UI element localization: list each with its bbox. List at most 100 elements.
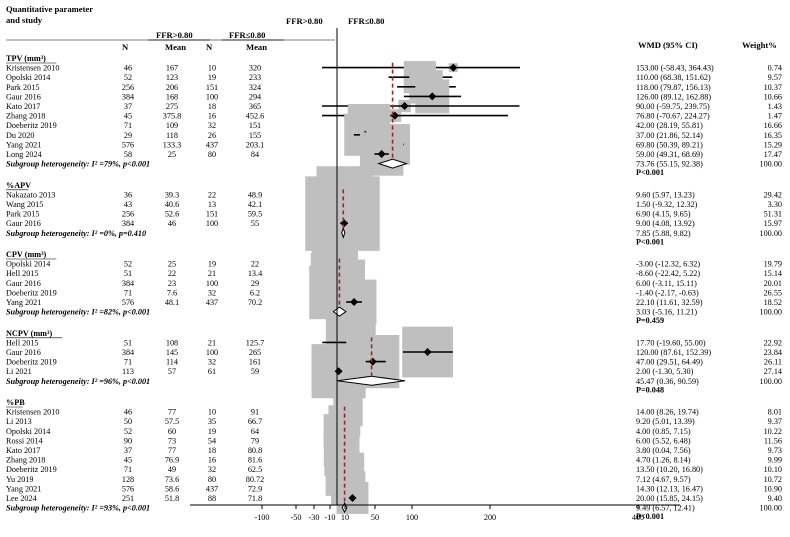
weight: 1.47 bbox=[768, 112, 782, 121]
n-left: 52 bbox=[124, 260, 132, 269]
mean-left: 58.6 bbox=[165, 484, 179, 493]
n-left: 256 bbox=[122, 210, 134, 219]
n-left: 36 bbox=[124, 190, 132, 199]
n-left: 71 bbox=[124, 358, 132, 367]
weight: 10.22 bbox=[764, 427, 782, 436]
subgroup-wmd-ci: 73.76 (55.15, 92.38) bbox=[636, 160, 703, 169]
x-axis-ticks: -100 -50 -30 -10 10 50 100 200 400 bbox=[254, 505, 644, 522]
n-right: 22 bbox=[208, 190, 216, 199]
p-value: P=0.048 bbox=[636, 385, 664, 394]
col-mean-left: Mean bbox=[165, 42, 186, 52]
study-name: Yang 2021 bbox=[6, 298, 41, 307]
mean-left: 51.8 bbox=[165, 494, 179, 503]
mean-left: 46 bbox=[168, 219, 176, 228]
mean-left: 77 bbox=[168, 408, 176, 417]
weight: 9.40 bbox=[768, 494, 782, 503]
weight: 16.66 bbox=[764, 121, 782, 130]
n-left: 50 bbox=[124, 417, 132, 426]
wmd-ci: 47.00 (29.51, 64.49) bbox=[636, 358, 703, 367]
mean-right: 55 bbox=[251, 219, 259, 228]
wmd-ci: 42.00 (28.19, 55.81) bbox=[636, 121, 703, 130]
weight: 9.99 bbox=[768, 456, 782, 465]
point-estimate bbox=[377, 150, 386, 158]
n-left: 45 bbox=[124, 112, 132, 121]
n-left: 37 bbox=[124, 446, 132, 455]
study-name: Du 2020 bbox=[6, 131, 34, 140]
study-name: Opolski 2014 bbox=[6, 427, 50, 436]
mean-left: 76.9 bbox=[165, 456, 179, 465]
weight: 29.42 bbox=[764, 190, 782, 199]
mean-right: 365 bbox=[249, 102, 261, 111]
study-name: Doeberitz 2019 bbox=[6, 121, 57, 130]
mean-right: 125.7 bbox=[246, 338, 264, 347]
subgroup-wmd-ci: 9.49 (6.57, 12.41) bbox=[636, 504, 695, 513]
group-heading: CPV (mm³) bbox=[6, 250, 47, 259]
wmd-ci: 17.70 (-19.60, 55.00) bbox=[636, 338, 706, 347]
weight: 20.01 bbox=[764, 279, 782, 288]
mean-left: 275 bbox=[166, 102, 178, 111]
n-right: 32 bbox=[208, 288, 216, 297]
wmd-ci: 1.50 (-9.32, 12.32) bbox=[636, 200, 698, 209]
mean-right: 80.8 bbox=[248, 446, 262, 455]
mean-right: 91 bbox=[251, 408, 259, 417]
wmd-ci: 9.00 (4.08, 13.92) bbox=[636, 219, 695, 228]
study-name: Park 2015 bbox=[6, 83, 39, 92]
n-left: 51 bbox=[124, 338, 132, 347]
wmd-ci: 6.90 (4.15, 9.65) bbox=[636, 210, 691, 219]
subgroup-weight: 100.00 bbox=[759, 504, 782, 513]
group-heading: TPV (mm³) bbox=[6, 54, 46, 63]
mean-right: 66.7 bbox=[248, 417, 262, 426]
n-right: 437 bbox=[206, 298, 218, 307]
study-name: Hell 2015 bbox=[6, 338, 39, 347]
weight: 8.01 bbox=[768, 408, 782, 417]
n-left: 52 bbox=[124, 73, 132, 82]
wmd-ci: 13.50 (10.20, 16.80) bbox=[636, 465, 703, 474]
mean-left: 25 bbox=[168, 150, 176, 159]
wmd-column-header: WMD (95% CI) bbox=[638, 40, 698, 50]
mean-left: 167 bbox=[166, 64, 178, 73]
wmd-ci: 37.00 (21.86, 52.14) bbox=[636, 131, 703, 140]
p-value: P=0.459 bbox=[636, 316, 664, 325]
x-tick-label: -10 bbox=[325, 513, 336, 522]
subgroup-heterogeneity: Subgroup heterogeneity: I² =79%, p<0.001 bbox=[6, 160, 150, 169]
mean-left: 57.5 bbox=[165, 417, 179, 426]
mean-right: 72.9 bbox=[248, 484, 262, 493]
wmd-ci: 76.80 (-70.67, 224.27) bbox=[636, 112, 710, 121]
n-left: 113 bbox=[122, 367, 134, 376]
weight: 15.97 bbox=[764, 219, 782, 228]
weight: 27.14 bbox=[764, 367, 782, 376]
n-left: 46 bbox=[124, 64, 132, 73]
mean-right: 233 bbox=[249, 73, 261, 82]
mean-left: 25 bbox=[168, 260, 176, 269]
wmd-ci: 110.00 (68.38, 151.62) bbox=[636, 73, 711, 82]
n-left: 128 bbox=[122, 475, 134, 484]
subgroup-wmd-ci: 3.03 (-5.16, 11.21) bbox=[636, 308, 697, 317]
n-left: 384 bbox=[122, 92, 134, 101]
subgroup-weight: 100.00 bbox=[759, 377, 782, 386]
mean-right: 70.2 bbox=[248, 298, 262, 307]
mean-right: 84 bbox=[251, 150, 259, 159]
title-line-1: Quantitative parameter bbox=[6, 4, 93, 14]
weight: 15.29 bbox=[764, 140, 782, 149]
study-name: Doeberitz 2019 bbox=[6, 288, 57, 297]
subgroup-weight: 100.00 bbox=[759, 308, 782, 317]
subgroup-diamond bbox=[377, 158, 408, 169]
x-tick-label: 10 bbox=[341, 513, 349, 522]
n-left: 576 bbox=[122, 484, 134, 493]
wmd-ci: 153.00 (-58.43, 364.43) bbox=[636, 64, 714, 73]
x-tick-label: -50 bbox=[291, 513, 302, 522]
mean-left: 109 bbox=[166, 121, 178, 130]
mean-right: 62.5 bbox=[248, 465, 262, 474]
subgroup-diamond bbox=[341, 226, 346, 239]
weight: 9.37 bbox=[768, 417, 782, 426]
weight: 10.90 bbox=[764, 484, 782, 493]
mean-left: 60 bbox=[168, 427, 176, 436]
n-right: 100 bbox=[206, 279, 218, 288]
mean-right: 452.6 bbox=[246, 112, 264, 121]
n-right: 26 bbox=[208, 131, 216, 140]
n-right: 16 bbox=[208, 456, 216, 465]
mean-right: 203.1 bbox=[246, 140, 264, 149]
x-tick-label: 400 bbox=[632, 513, 644, 522]
mean-right: 64 bbox=[251, 427, 259, 436]
study-name: Rossi 2014 bbox=[6, 436, 43, 445]
